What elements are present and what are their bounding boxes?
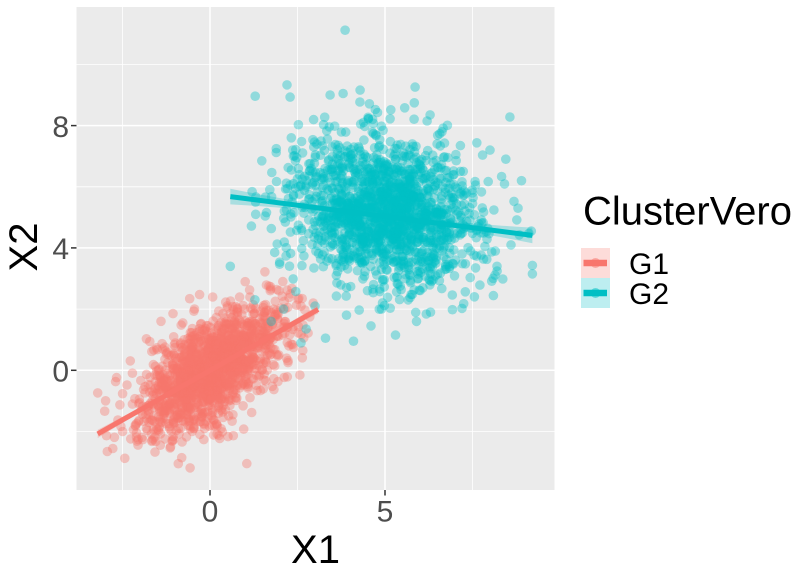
svg-text:G2: G2 [629,278,669,311]
svg-text:4: 4 [52,233,69,266]
svg-text:ClusterVero: ClusterVero [583,190,792,234]
svg-text:5: 5 [377,496,394,529]
svg-text:0: 0 [52,356,69,389]
svg-text:0: 0 [202,496,219,529]
svg-text:8: 8 [52,111,69,144]
svg-text:X2: X2 [2,223,46,272]
svg-text:X1: X1 [291,528,340,572]
svg-text:G1: G1 [629,248,669,281]
